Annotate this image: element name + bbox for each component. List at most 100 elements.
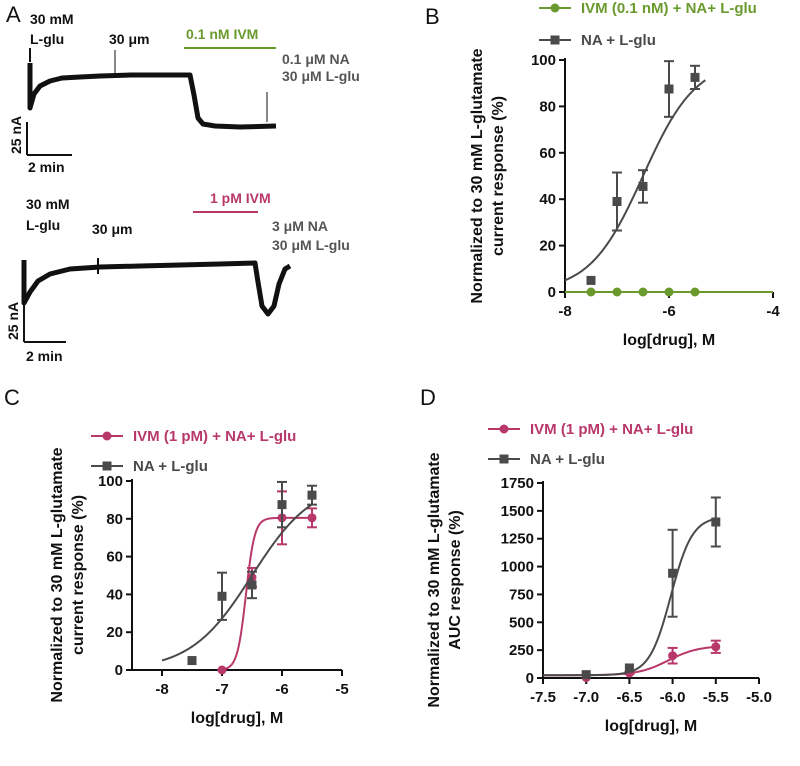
data-point [668,651,678,661]
data-point [586,275,596,285]
data-point [586,287,596,297]
x-tick-label: -6 [662,303,675,320]
trace1-mid-label: 30 μm [109,31,149,47]
legend-entry: NA + L-glu [91,458,208,475]
trace2-scale-y-label: 25 nA [5,302,21,340]
x-tick-label: -6.0 [660,689,686,706]
legend-marker [499,424,509,434]
y-tick-label: 0 [115,662,123,679]
legend-label: IVM (0.1 nM) + NA+ L-glu [581,0,757,17]
data-point [690,287,700,297]
data-point [668,568,678,578]
y-axis-label: current response (%) [490,96,507,256]
panel-a-label: A [6,2,21,27]
trace1-scale-y-label: 25 nA [8,116,24,154]
trace1-left-label-1: 30 mM [30,11,74,27]
series-ivm [217,490,317,675]
x-tick-label: -7 [215,681,228,698]
fit-curve [221,516,312,671]
legend-entry: IVM (1 pM) + NA+ L-glu [91,428,296,445]
legend-entry: NA + L-glu [539,32,656,49]
legend-label: IVM (1 pM) + NA+ L-glu [530,421,693,438]
y-axis-label: current response (%) [70,495,87,655]
y-tick-label: 80 [106,511,123,528]
series-na [564,60,706,285]
panel-a: A 30 mM L-glu 30 μm 0.1 nM IVM 0.1 μM NA… [5,2,360,364]
y-tick-label: 60 [539,145,556,162]
x-tick-label: -8 [558,303,571,320]
data-point [247,580,257,590]
y-tick-label: 0 [526,670,534,687]
legend-label: NA + L-glu [133,458,208,475]
data-point [638,181,648,191]
trace2-mid-label: 30 μm [92,221,132,237]
y-tick-label: 500 [509,614,534,631]
data-point [612,197,622,207]
data-point [307,490,317,500]
panel-b-label: B [425,4,440,29]
data-point [581,670,591,680]
legend-marker [550,35,560,45]
data-point [690,72,700,82]
x-tick-label: -7.5 [530,689,556,706]
data-point [624,663,634,673]
x-tick-label: -7.0 [573,689,599,706]
y-tick-label: 20 [539,238,556,255]
series-na [161,480,317,666]
legend-marker [499,454,509,464]
legend-label: NA + L-glu [581,32,656,49]
fit-curve [564,79,706,282]
legend-entry: NA + L-glu [488,451,605,468]
legend-marker [102,461,112,471]
x-tick-label: -5.5 [703,689,729,706]
panel-c-label: C [4,385,20,410]
trace2-scale-x-label: 2 min [26,348,63,364]
y-tick-label: 750 [509,586,534,603]
trace2-left-label-2: L-glu [26,217,60,233]
y-tick-label: 80 [539,98,556,115]
legend-label: IVM (1 pM) + NA+ L-glu [133,428,296,445]
legend-marker [550,3,560,13]
trace1-scale-x-label: 2 min [28,159,65,175]
y-tick-label: 40 [539,191,556,208]
data-point [711,517,721,527]
series-na [543,496,721,680]
trace2-left-label-1: 30 mM [26,196,70,212]
data-point [664,287,674,297]
x-tick-label: -5 [335,681,348,698]
trace2-bar-label: 1 pM IVM [210,190,271,206]
x-tick-label: -6 [275,681,288,698]
data-point [711,642,721,652]
y-tick-label: 100 [531,52,556,69]
data-point [638,287,648,297]
y-axis-label: Normalized to 30 mM L-glutamate [469,48,486,303]
data-point [307,513,317,523]
y-tick-label: 1750 [501,475,534,492]
y-axis-label: Normalized to 30 mM L-glutamate [426,452,443,707]
trace1-current-trace [27,63,277,130]
trace1-bar-label: 0.1 nM IVM [186,26,258,42]
fit-curve [161,503,313,662]
y-axis-label: AUC response (%) [447,510,464,650]
trace2-right-label-1: 3 μM NA [272,218,328,234]
data-point [217,665,227,675]
legend-entry: IVM (0.1 nM) + NA+ L-glu [539,0,757,17]
y-tick-label: 1250 [501,531,534,548]
panel-d-label: D [420,385,436,410]
x-tick-label: -6.5 [616,689,642,706]
series-ivm [565,287,773,297]
y-tick-label: 100 [98,473,123,490]
trace-1: 30 mM L-glu 30 μm 0.1 nM IVM 0.1 μM NA 3… [8,11,360,175]
legend-marker [102,431,112,441]
x-tick-label: -4 [766,303,780,320]
legend-label: NA + L-glu [530,451,605,468]
y-tick-label: 0 [548,284,556,301]
trace1-right-label-1: 0.1 μM NA [282,51,350,67]
x-axis-label: log[drug], M [605,718,697,735]
data-point [277,500,287,510]
data-point [664,84,674,94]
y-tick-label: 250 [509,642,534,659]
chart-b: 0 20 40 60 80 100 -8 -6 -4 log[drug], M Normalized… [469,0,780,349]
trace2-current-trace [21,260,292,317]
